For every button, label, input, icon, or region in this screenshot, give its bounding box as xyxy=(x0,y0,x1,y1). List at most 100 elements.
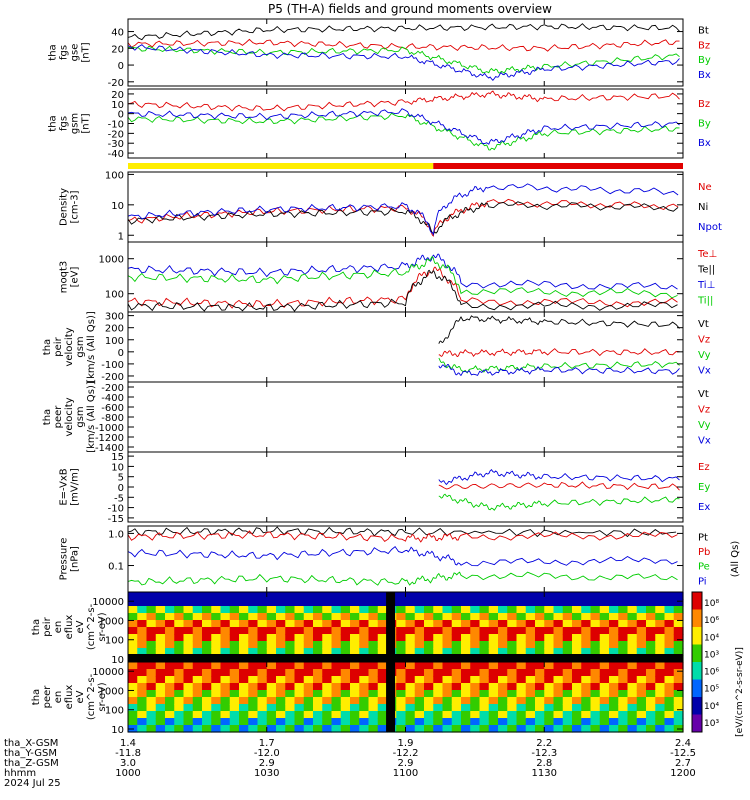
heatmap-cell xyxy=(451,697,462,705)
heatmap-cell xyxy=(618,606,629,614)
heatmap-cell xyxy=(137,711,148,719)
legend-label: Vx xyxy=(698,436,711,447)
heatmap-cell xyxy=(461,620,471,628)
heatmap-cell xyxy=(535,683,545,691)
heatmap-cell xyxy=(285,613,296,621)
heatmap-cell xyxy=(507,676,518,684)
heatmap-cell xyxy=(627,599,638,607)
heatmap-cell xyxy=(220,725,231,733)
heatmap-cell xyxy=(424,683,434,691)
heatmap-cell xyxy=(183,676,194,684)
legend-label: Pi xyxy=(698,576,707,587)
heatmap-cell xyxy=(248,697,259,705)
panel-ylabel: E=-VxB xyxy=(59,468,70,505)
heatmap-cell xyxy=(128,606,138,614)
heatmap-cell xyxy=(248,648,259,656)
heatmap-cell xyxy=(479,613,490,621)
heatmap-cell xyxy=(627,669,638,677)
heatmap-cell xyxy=(424,676,434,684)
heatmap-cell xyxy=(414,718,425,726)
heatmap-cell xyxy=(646,620,656,628)
heatmap-cell xyxy=(405,613,416,621)
heatmap-cell xyxy=(655,669,666,677)
heatmap-cell xyxy=(516,592,527,600)
heatmap-cell xyxy=(498,613,508,621)
heatmap-cell xyxy=(146,725,157,733)
heatmap-cell xyxy=(562,599,573,607)
heatmap-cell xyxy=(525,648,536,656)
y-tick-label: 100 xyxy=(105,336,124,347)
heatmap-cell xyxy=(294,641,305,649)
heatmap-cell xyxy=(248,669,259,677)
heatmap-cell xyxy=(192,690,203,698)
heatmap-cell xyxy=(313,599,323,607)
heatmap-cell xyxy=(128,592,138,600)
heatmap-cell xyxy=(202,669,212,677)
heatmap-cell xyxy=(183,711,194,719)
legend-label: By xyxy=(698,55,711,66)
heatmap-cell xyxy=(673,676,684,684)
heatmap-cell xyxy=(165,662,175,670)
heatmap-cell xyxy=(609,725,619,733)
colorbar-segment xyxy=(692,644,702,663)
heatmap-cell xyxy=(128,711,138,719)
heatmap-cell xyxy=(433,627,444,635)
heatmap-cell xyxy=(239,627,249,635)
heatmap-cell xyxy=(609,704,619,712)
heatmap-cell xyxy=(461,627,471,635)
heatmap-cell xyxy=(165,690,175,698)
heatmap-cell xyxy=(609,683,619,691)
heatmap-cell xyxy=(562,690,573,698)
heatmap-cell xyxy=(340,648,351,656)
heatmap-cell xyxy=(174,711,185,719)
heatmap-cell xyxy=(155,669,166,677)
heatmap-cell xyxy=(165,606,175,614)
legend-label: Bx xyxy=(698,138,711,149)
heatmap-cell xyxy=(192,683,203,691)
heatmap-cell xyxy=(618,669,629,677)
heatmap-cell xyxy=(368,704,379,712)
panel-3: 100 10 1 Density [cm-3] Ne Ni Npot xyxy=(59,170,722,243)
heatmap-cell xyxy=(470,697,481,705)
heatmap-cell xyxy=(174,620,185,628)
heatmap-cell xyxy=(359,620,370,628)
heatmap-cell xyxy=(377,606,388,614)
heatmap-cell xyxy=(646,648,656,656)
heatmap-cell xyxy=(229,683,240,691)
heatmap-cell xyxy=(655,592,666,600)
heatmap-cell xyxy=(507,697,518,705)
legend-label: Ti|| xyxy=(697,296,713,307)
heatmap-cell xyxy=(516,718,527,726)
heatmap-cell xyxy=(146,690,157,698)
heatmap-cell xyxy=(581,641,592,649)
heatmap-cell xyxy=(507,718,518,726)
heatmap-cell xyxy=(655,676,666,684)
heatmap-cell xyxy=(451,718,462,726)
heatmap-cell xyxy=(340,627,351,635)
heatmap-cell xyxy=(507,648,518,656)
heatmap-cell xyxy=(544,662,555,670)
heatmap-cell xyxy=(498,711,508,719)
y-tick-label: 100 xyxy=(105,636,124,647)
heatmap-cell xyxy=(128,634,138,642)
heatmap-cell xyxy=(470,592,481,600)
heatmap-cell xyxy=(377,669,388,677)
heatmap-cell xyxy=(350,662,360,670)
heatmap-cell xyxy=(331,599,342,607)
heatmap-cell xyxy=(303,599,314,607)
heatmap-cell xyxy=(174,697,185,705)
heatmap-cell xyxy=(137,606,148,614)
heatmap-cell xyxy=(146,634,157,642)
heatmap-cell xyxy=(368,606,379,614)
heatmap-cell xyxy=(220,697,231,705)
heatmap-cell xyxy=(192,711,203,719)
heatmap-cell xyxy=(433,718,444,726)
panel-right-label: (All Qs) xyxy=(730,541,741,578)
heatmap-cell xyxy=(664,613,675,621)
heatmap-cell xyxy=(266,711,277,719)
heatmap-cell xyxy=(590,704,601,712)
heatmap-cell xyxy=(479,718,490,726)
heatmap-cell xyxy=(581,606,592,614)
heatmap-cell xyxy=(433,725,444,733)
heatmap-cell xyxy=(572,634,582,642)
